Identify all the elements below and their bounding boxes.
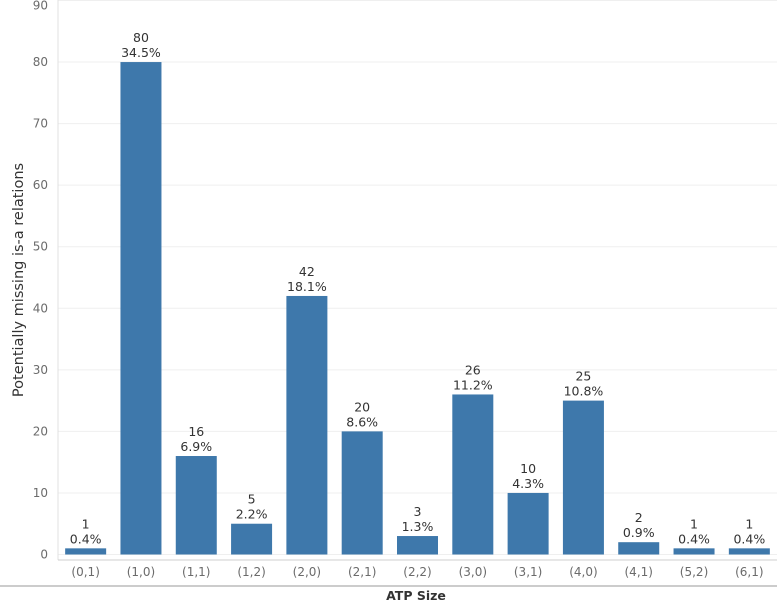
y-tick-label: 10 (33, 486, 48, 500)
bar (728, 548, 770, 555)
bar-value-label: 80 (133, 30, 149, 45)
bar-percent-label: 34.5% (121, 45, 161, 60)
bar-value-label: 3 (414, 504, 422, 519)
bar (341, 431, 383, 555)
bar-percent-label: 0.4% (678, 531, 710, 546)
y-tick-label: 70 (33, 117, 48, 131)
bar-percent-label: 0.4% (733, 531, 765, 546)
bar (120, 62, 162, 555)
bar-percent-label: 4.3% (512, 476, 544, 491)
y-tick-label: 30 (33, 363, 48, 377)
y-tick-label: 50 (33, 240, 48, 254)
bar-value-label: 2 (635, 510, 643, 525)
bar (507, 492, 549, 555)
x-tick-label: (6,1) (735, 565, 763, 579)
y-tick-label: 80 (33, 55, 48, 69)
bar-percent-label: 1.3% (402, 519, 434, 534)
x-axis-title: ATP Size (386, 588, 446, 603)
bar-percent-label: 10.8% (564, 384, 604, 399)
bar-percent-label: 11.2% (453, 377, 493, 392)
bar-value-label: 1 (745, 516, 753, 531)
bars (65, 62, 770, 555)
x-tick-label: (3,1) (514, 565, 542, 579)
bar-value-label: 42 (299, 264, 315, 279)
x-tick-label: (4,1) (625, 565, 653, 579)
y-tick-label: 0 (40, 548, 48, 562)
y-tick-label: 20 (33, 424, 48, 438)
x-tick-label: (2,2) (403, 565, 431, 579)
bar (65, 548, 107, 555)
x-tick-label: (1,0) (127, 565, 155, 579)
y-tick-label: 40 (33, 301, 48, 315)
x-tick-labels: (0,1) (1,0) (1,1) (1,2) (2,0) (2,1) (2,2) (3,0)… (71, 565, 763, 579)
bar (618, 542, 660, 555)
x-tick-label: (1,2) (237, 565, 265, 579)
bar-percent-label: 18.1% (287, 279, 327, 294)
y-tick-labels: 0 10 20 30 40 50 60 70 80 90 (33, 0, 48, 562)
bar (175, 456, 217, 555)
bar-percent-label: 0.4% (70, 531, 102, 546)
x-tick-label: (0,1) (71, 565, 99, 579)
bar-value-label: 25 (575, 369, 591, 384)
bar-value-label: 10 (520, 461, 536, 476)
bar-value-label: 20 (354, 399, 370, 414)
bar (562, 400, 604, 555)
bar-value-label: 26 (465, 362, 481, 377)
bar-value-label: 1 (690, 516, 698, 531)
gridlines (58, 0, 777, 555)
bar (397, 536, 438, 555)
y-tick-label: 90 (33, 0, 48, 13)
bar (673, 548, 715, 555)
y-axis-title: Potentially missing is-a relations (11, 163, 27, 397)
x-tick-label: (2,1) (348, 565, 376, 579)
bar (231, 523, 273, 555)
x-tick-label: (2,0) (293, 565, 321, 579)
bar-percent-label: 2.2% (236, 507, 268, 522)
bar (452, 394, 494, 555)
x-tick-label: (4,0) (569, 565, 597, 579)
bar-percent-label: 8.6% (346, 414, 378, 429)
bar-value-label: 5 (248, 492, 256, 507)
bar-value-label: 16 (188, 424, 204, 439)
y-tick-label: 60 (33, 178, 48, 192)
bar (286, 295, 328, 555)
bar-value-label: 1 (82, 516, 90, 531)
x-tick-label: (5,2) (680, 565, 708, 579)
data-labels: 10.4%8034.5%166.9%52.2%4218.1%208.6%31.3… (70, 30, 766, 546)
x-tick-label: (3,0) (459, 565, 487, 579)
x-tick-label: (1,1) (182, 565, 210, 579)
bar-percent-label: 6.9% (180, 439, 212, 454)
bar-percent-label: 0.9% (623, 525, 655, 540)
